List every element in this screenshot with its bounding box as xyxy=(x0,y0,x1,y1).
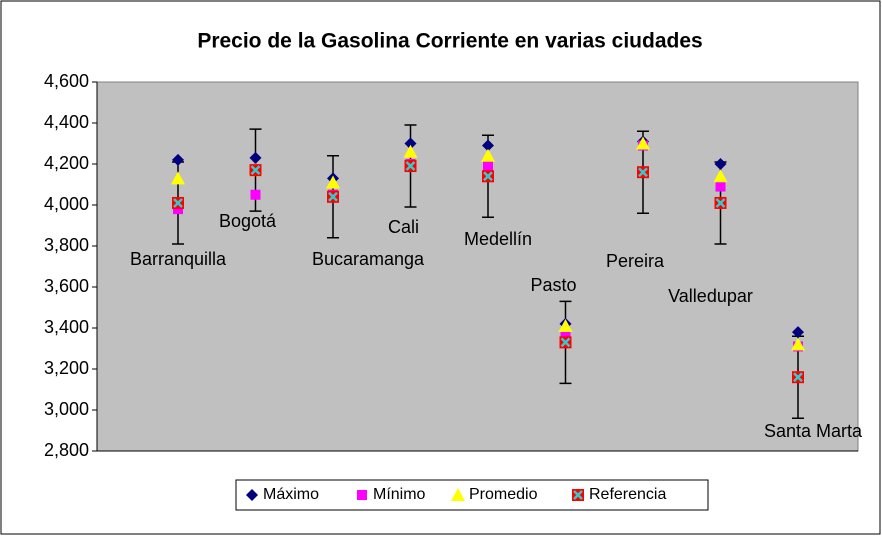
marker-max xyxy=(404,137,417,150)
y-tick-label: 3,800 xyxy=(44,235,89,255)
y-tick-label: 4,200 xyxy=(44,153,89,173)
city-label: Valledupar xyxy=(668,286,753,306)
y-tick-label: 4,000 xyxy=(44,194,89,214)
marker-avg xyxy=(171,171,185,185)
marker-ref xyxy=(559,336,572,349)
city-label: Santa Marta xyxy=(764,421,863,441)
legend-box xyxy=(235,479,709,511)
city-label: Pereira xyxy=(606,251,665,271)
marker-ref xyxy=(482,170,494,183)
marker-min xyxy=(715,181,726,192)
marker-ref-cross xyxy=(638,167,648,178)
marker-avg xyxy=(636,136,650,150)
y-tick-label: 4,600 xyxy=(44,71,89,91)
marker-avg xyxy=(791,337,805,351)
marker-avg xyxy=(713,169,728,183)
y-tick-label: 2,800 xyxy=(44,440,89,460)
marker-max xyxy=(792,326,804,339)
city-label: Pasto xyxy=(530,275,576,295)
marker-ref xyxy=(327,190,339,203)
marker-avg xyxy=(558,318,573,332)
marker-ref xyxy=(792,371,804,384)
marker-avg xyxy=(451,488,465,501)
legend-label: Referencia xyxy=(589,486,666,503)
marker-ref-cross xyxy=(793,372,803,383)
plot-area xyxy=(96,81,859,452)
marker-avg xyxy=(481,148,495,162)
legend-label: Mínimo xyxy=(373,486,426,503)
y-tick-label: 3,600 xyxy=(44,276,89,296)
marker-min xyxy=(173,204,183,215)
legend-label: Máximo xyxy=(263,486,319,503)
marker-ref-cross xyxy=(573,490,583,500)
city-label: Barranquilla xyxy=(130,249,227,269)
marker-min xyxy=(560,331,571,342)
marker-max xyxy=(714,158,727,170)
marker-ref xyxy=(172,196,184,209)
marker-ref xyxy=(714,196,727,209)
marker-ref-cross xyxy=(483,171,493,182)
marker-ref xyxy=(572,489,584,501)
marker-ref xyxy=(404,160,417,173)
marker-ref xyxy=(249,164,262,177)
y-tick-label: 3,000 xyxy=(44,399,89,419)
marker-max xyxy=(172,153,184,166)
y-tick-label: 4,400 xyxy=(44,112,89,132)
marker-max xyxy=(482,139,494,152)
city-label: Cali xyxy=(388,217,419,237)
marker-max xyxy=(246,489,258,501)
marker-min xyxy=(250,189,261,200)
marker-ref-cross xyxy=(173,198,183,208)
marker-max xyxy=(249,151,262,164)
marker-ref-cross xyxy=(560,337,571,348)
marker-ref xyxy=(637,166,649,179)
city-label: Medellín xyxy=(464,229,532,249)
marker-min xyxy=(483,161,493,172)
marker-ref-cross xyxy=(715,198,726,208)
y-tick-label: 3,400 xyxy=(44,317,89,337)
legend-label: Promedio xyxy=(469,486,538,503)
marker-ref-cross xyxy=(250,165,261,176)
marker-ref-cross xyxy=(405,161,416,171)
marker-min xyxy=(357,490,367,500)
y-tick-label: 3,200 xyxy=(44,358,89,378)
chart-title: Precio de la Gasolina Corriente en varia… xyxy=(197,30,702,53)
city-label: Bogotá xyxy=(219,211,277,231)
marker-ref-cross xyxy=(328,191,338,202)
marker-avg xyxy=(403,144,418,158)
marker-avg xyxy=(326,175,340,189)
city-label: Bucaramanga xyxy=(312,249,425,269)
